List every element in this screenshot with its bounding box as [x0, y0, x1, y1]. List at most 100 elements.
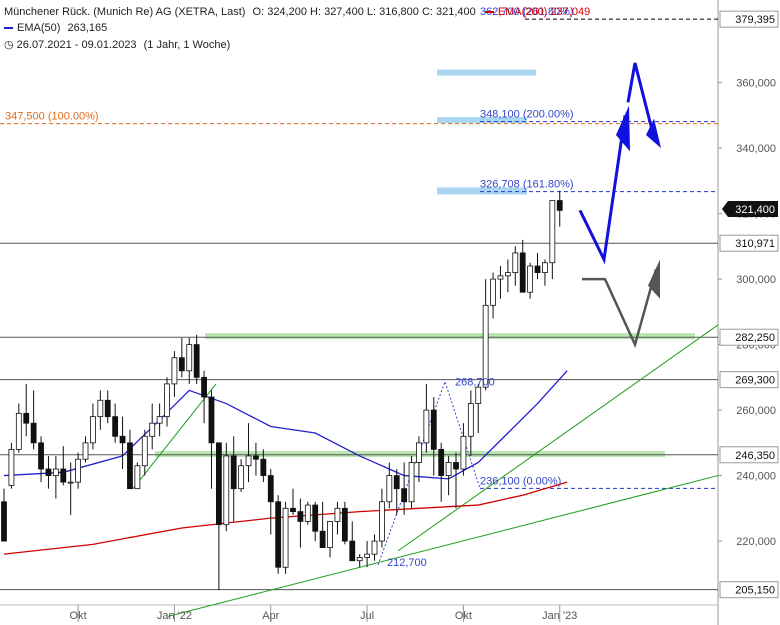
candle: [171, 351, 178, 397]
y-tick-label: 260,000: [736, 405, 776, 417]
arrowhead-blue-up: [616, 105, 630, 152]
level-price-box: [719, 371, 779, 389]
y-tick-label: 360,000: [736, 78, 776, 90]
candle: [386, 462, 393, 509]
candle: [371, 534, 378, 561]
level-price-label: 269,300: [735, 375, 775, 387]
ema50-label: EMA(50): [17, 22, 61, 34]
x-tick-label: Okt: [70, 610, 87, 622]
candle: [112, 403, 119, 443]
candle-body: [549, 200, 556, 264]
candle: [542, 259, 548, 286]
candle-body: [97, 399, 104, 418]
candle-body: [156, 416, 163, 424]
fib-label: 348,100 (200.00%): [480, 109, 574, 121]
candle-body: [67, 481, 74, 484]
candle-body: [8, 448, 15, 486]
candle: [149, 403, 156, 450]
candle: [401, 462, 408, 515]
candle: [430, 396, 437, 476]
candle-body: [297, 511, 304, 522]
candle: [15, 403, 22, 453]
candle: [393, 469, 400, 515]
candle-body: [534, 265, 541, 273]
candle: [134, 462, 141, 490]
fib-label: 326,708 (161.80%): [480, 179, 574, 191]
candle-body: [416, 442, 422, 463]
candle-body: [356, 557, 363, 562]
candle: [475, 383, 482, 434]
fib-label: 362,700 (261.80%): [480, 6, 574, 18]
candle: [178, 338, 185, 378]
candle-body: [319, 530, 326, 549]
level-price-box: [719, 581, 779, 599]
candle-body: [408, 462, 415, 503]
ema200-swatch: [484, 11, 494, 14]
candle: [141, 429, 148, 476]
candle: [379, 488, 385, 548]
candle-body: [386, 475, 393, 503]
candle: [534, 252, 541, 280]
ema50-swatch: [4, 27, 13, 30]
candle: [467, 390, 474, 456]
candle-body: [253, 455, 259, 460]
candle: [60, 446, 67, 486]
candle-body: [193, 344, 200, 378]
candle: [67, 462, 74, 515]
candle: [490, 272, 496, 319]
x-tick-label: Jul: [360, 610, 374, 622]
candle-body: [371, 540, 378, 555]
candle-body: [327, 521, 333, 549]
chart-title: Münchener Rück. (Munich Re) AG (XETRA, L…: [4, 6, 246, 18]
candle: [238, 459, 245, 492]
candle: [260, 449, 267, 483]
candle: [482, 279, 489, 391]
candle-body: [30, 422, 37, 444]
candle-body: [230, 455, 237, 490]
candle: [23, 383, 30, 437]
period-label: (1 Jahr, 1 Woche): [143, 39, 231, 51]
candle: [1, 488, 7, 542]
level-price-label: 282,250: [735, 332, 775, 344]
y-tick-label: 220,000: [736, 536, 776, 548]
candle: [119, 416, 126, 470]
candle-body: [504, 272, 511, 277]
candle-body: [141, 435, 148, 467]
candle-body: [104, 399, 111, 418]
ema200-value: 237,049: [550, 6, 591, 18]
date-range: 26.07.2021 - 09.01.2023: [16, 39, 137, 51]
candle-body: [460, 435, 467, 470]
candle: [52, 455, 59, 499]
candle: [312, 501, 319, 542]
candle-body: [497, 275, 504, 280]
forecast-path-gray: [582, 268, 658, 349]
candle-body: [208, 396, 215, 444]
candle: [408, 455, 415, 509]
x-tick-label: Apr: [262, 610, 279, 622]
candle: [445, 455, 452, 496]
candle-body: [401, 488, 408, 503]
y-tick-label: 300,000: [736, 274, 776, 286]
candle-body: [186, 344, 193, 372]
candle-body: [112, 416, 119, 437]
candle: [327, 521, 333, 558]
target-zone-mid: [437, 117, 527, 124]
candle-body: [512, 252, 519, 273]
candle-body: [304, 504, 311, 522]
candle-body: [445, 462, 452, 476]
support-zone: [155, 451, 665, 458]
ema200-line: [3, 481, 568, 555]
candle-body: [267, 475, 274, 503]
ema50-value: 263,165: [67, 22, 108, 34]
arrowhead-gray: [648, 259, 660, 299]
target-zone-low: [437, 187, 527, 195]
candle-body: [312, 504, 319, 532]
candle-body: [393, 475, 400, 490]
candle-body: [290, 507, 296, 512]
clock-icon: ◷: [4, 39, 14, 51]
candle: [356, 554, 363, 568]
level-price-label: 379,395: [735, 14, 775, 26]
candle-body: [15, 412, 22, 450]
ema50-line: [3, 370, 568, 480]
candle-body: [556, 200, 563, 211]
